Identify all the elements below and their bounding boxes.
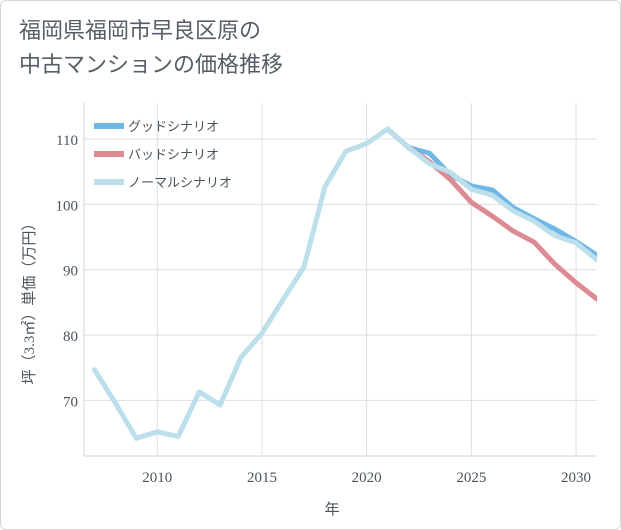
y-tick-label: 80 — [63, 329, 78, 345]
y-tick-label: 110 — [56, 133, 78, 149]
x-axis-title: 年 — [324, 501, 339, 518]
legend-label-2: ノーマルシナリオ — [128, 175, 232, 190]
x-tick-label: 2015 — [247, 470, 277, 486]
legend-label-0: グッドシナリオ — [128, 119, 219, 134]
x-tick-label: 2020 — [352, 470, 382, 486]
chart-title: 福岡県福岡市早良区原の 中古マンションの価格推移 — [19, 15, 283, 83]
series-lines — [92, 126, 597, 441]
y-tick-label: 70 — [63, 394, 78, 410]
series-line-2 — [92, 126, 597, 441]
legend-label-1: バッドシナリオ — [128, 147, 219, 162]
x-tick-labels: 2010 2015 2020 2025 2030 — [142, 470, 591, 486]
x-tick-label: 2010 — [142, 470, 172, 486]
x-tick-label: 2025 — [456, 470, 486, 486]
chart-title-line-2: 中古マンションの価格推移 — [19, 53, 284, 78]
x-tick-label: 2030 — [561, 470, 591, 486]
chart-title-line-1: 福岡県福岡市早良区原の — [19, 19, 262, 44]
y-axis-title: 坪（3.3㎡）単価（万円） — [21, 216, 38, 385]
y-tick-label: 100 — [56, 198, 79, 214]
y-tick-label: 90 — [63, 264, 78, 280]
y-tick-labels: 70 80 90 100 110 — [56, 133, 79, 410]
series-line-0 — [385, 126, 597, 258]
